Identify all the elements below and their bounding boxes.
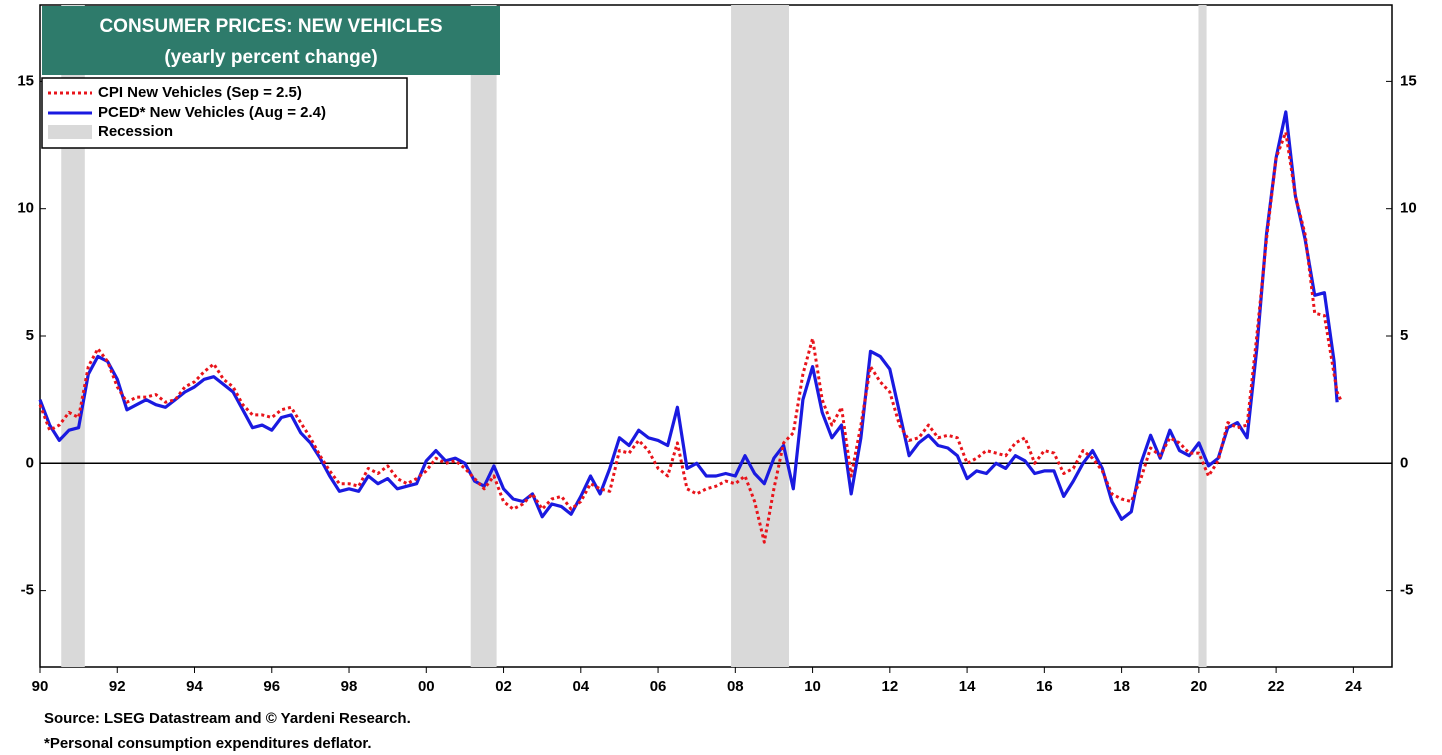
x-tick-label: 24	[1345, 678, 1362, 695]
y-tick-label: 0	[26, 454, 34, 471]
y-tick-label: 15	[17, 72, 34, 89]
x-tick-label: 98	[341, 678, 358, 695]
y-tick-label: 10	[1400, 200, 1417, 217]
x-tick-label: 94	[186, 678, 203, 695]
y-tick-label: 5	[26, 327, 34, 344]
x-tick-label: 18	[1113, 678, 1130, 695]
legend-box	[41, 77, 408, 149]
chart-title: CONSUMER PRICES: NEW VEHICLES	[99, 16, 442, 37]
y-tick-label: 10	[17, 200, 34, 217]
recession-band	[1198, 5, 1207, 667]
x-tick-label: 00	[418, 678, 435, 695]
legend-swatch	[48, 125, 92, 139]
x-tick-label: 22	[1268, 678, 1285, 695]
footnote: *Personal consumption expenditures defla…	[44, 735, 372, 752]
y-tick-label: -5	[1400, 582, 1413, 599]
x-tick-label: 90	[32, 678, 49, 695]
recession-band	[731, 5, 790, 667]
series-line	[38, 110, 1339, 521]
x-tick-label: 10	[804, 678, 821, 695]
recession-band	[61, 5, 85, 667]
x-tick-label: 20	[1191, 678, 1208, 695]
x-tick-label: 02	[495, 678, 512, 695]
x-tick-label: 06	[650, 678, 667, 695]
series-line	[38, 130, 1342, 544]
chart-subtitle: (yearly percent change)	[164, 47, 377, 68]
y-tick-label: 5	[1400, 327, 1408, 344]
y-tick-label: 0	[1400, 454, 1408, 471]
x-tick-label: 14	[959, 678, 976, 695]
legend-label: PCED* New Vehicles (Aug = 2.4)	[98, 104, 326, 121]
legend-label: Recession	[98, 123, 173, 140]
x-tick-label: 92	[109, 678, 126, 695]
y-tick-label: -5	[21, 582, 34, 599]
recession-band	[470, 5, 497, 667]
y-tick-label: 15	[1400, 72, 1417, 89]
title-box	[42, 6, 500, 75]
x-tick-label: 08	[727, 678, 744, 695]
legend-label: CPI New Vehicles (Sep = 2.5)	[98, 84, 302, 101]
x-tick-label: 16	[1036, 678, 1053, 695]
x-tick-label: 04	[572, 678, 589, 695]
x-tick-label: 96	[263, 678, 280, 695]
x-tick-label: 12	[881, 678, 898, 695]
source-note: Source: LSEG Datastream and © Yardeni Re…	[44, 710, 411, 727]
